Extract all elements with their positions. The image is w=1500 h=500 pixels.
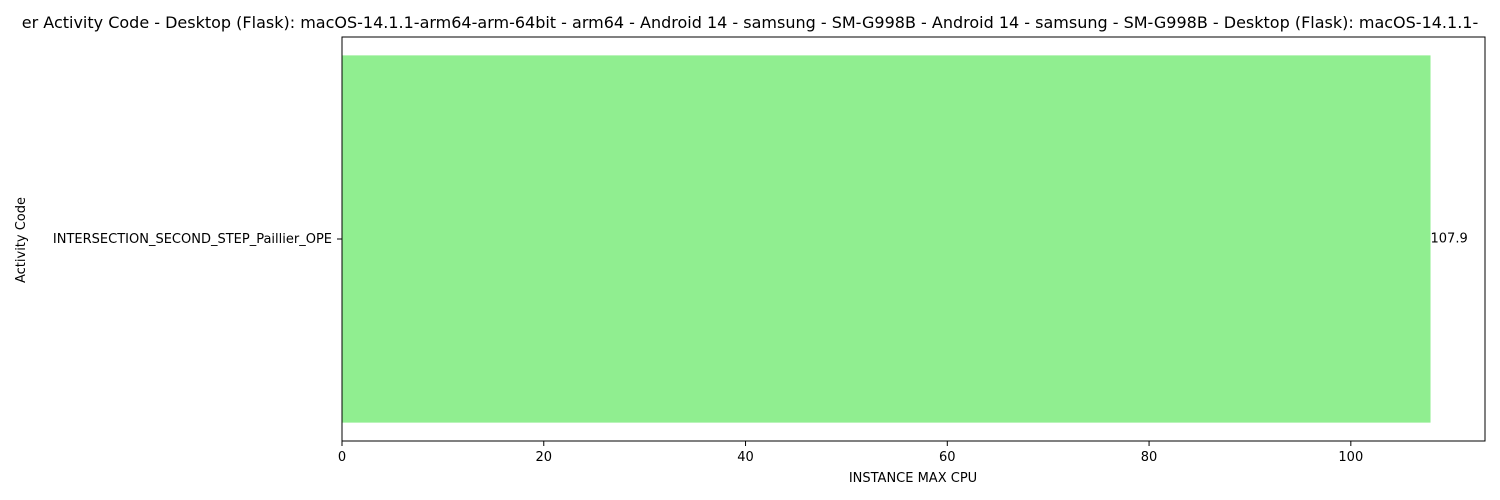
x-tick-label: 20: [535, 450, 552, 465]
value-labels-group: 107.9: [1431, 232, 1468, 247]
bar: [342, 55, 1431, 423]
x-tick-label: 80: [1141, 450, 1158, 465]
x-axis-ticks: 0 20 40 60 80 100: [338, 441, 1363, 465]
y-axis-ticks: INTERSECTION_SECOND_STEP_Paillier_OPE: [53, 232, 342, 247]
chart-title: er Activity Code - Desktop (Flask): macO…: [22, 13, 1478, 32]
y-tick-label: INTERSECTION_SECOND_STEP_Paillier_OPE: [53, 232, 332, 247]
x-axis-label: INSTANCE MAX CPU: [849, 471, 977, 486]
bars-group: [342, 55, 1431, 423]
x-tick-label: 0: [338, 450, 346, 465]
bar-value-label: 107.9: [1431, 232, 1468, 247]
x-tick-label: 40: [737, 450, 754, 465]
x-tick-label: 100: [1338, 450, 1363, 465]
y-axis-label: Activity Code: [14, 197, 29, 283]
x-tick-label: 60: [939, 450, 956, 465]
